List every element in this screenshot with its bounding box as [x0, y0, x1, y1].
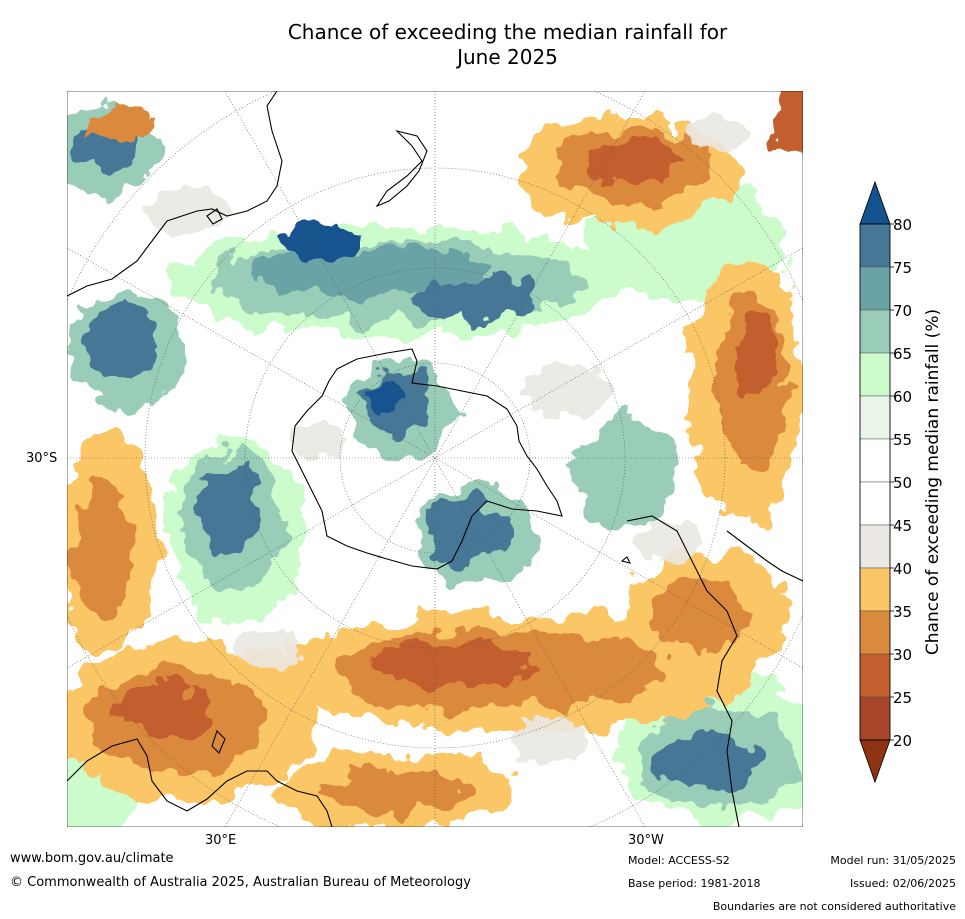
footer-disclaimer: Boundaries are not considered authoritat…: [712, 900, 956, 913]
new-zealand-coastline: [375, 129, 428, 208]
colorbar-swatches: [859, 180, 891, 784]
antarctica-coastline: [291, 348, 563, 570]
colorbar-label: Chance of exceeding median rainfall (%): [923, 309, 943, 655]
colorbar-extend-low: [859, 739, 891, 784]
coastlines: [67, 91, 803, 827]
south-america-coastline: [626, 515, 740, 827]
colorbar-tick-label: 40: [893, 560, 912, 578]
footer-copyright: © Commonwealth of Australia 2025, Austra…: [10, 875, 471, 890]
colorbar-tick-label: 80: [893, 216, 912, 234]
south-america-north-coastline: [726, 530, 803, 582]
colorbar-swatch-20_25: [859, 696, 891, 741]
colorbar-tick-label: 45: [893, 517, 912, 535]
colorbar-tick-label: 70: [893, 302, 912, 320]
footer-base-period: Base period: 1981-2018: [628, 877, 761, 890]
graticule: [67, 91, 803, 827]
title-line-1: Chance of exceeding the median rainfall …: [287, 20, 728, 44]
rainfall-probability-map: [67, 91, 803, 827]
colorbar-swatch-60_65: [859, 352, 891, 397]
south-georgia: [620, 556, 632, 564]
colorbar-swatch-25_30: [859, 653, 891, 698]
australia-coastline: [67, 91, 283, 297]
colorbar-tick-label: 50: [893, 474, 912, 492]
colorbar-tick-label: 65: [893, 345, 912, 363]
colorbar-swatch-35_40: [859, 567, 891, 612]
colorbar-tick-label: 55: [893, 431, 912, 449]
tasmania-coastline: [206, 208, 223, 225]
colorbar-swatch-70_75: [859, 266, 891, 311]
colorbar-ticks: 80 75 70 65 60 55 50 45 40 35 30 25 20: [890, 216, 912, 750]
colorbar-tick-label: 75: [893, 259, 912, 277]
colorbar-swatch-65_70: [859, 309, 891, 354]
madagascar-coastline: [211, 729, 226, 754]
colorbar-swatch-30_35: [859, 610, 891, 655]
colorbar-extend-high: [859, 180, 891, 225]
footer-model-run: Model run: 31/05/2025: [830, 854, 956, 867]
longitude-label-30e: 30°E: [205, 833, 237, 848]
dry-anomaly-regions: [67, 91, 803, 827]
longitude-label-30w: 30°W: [628, 833, 664, 848]
colorbar-swatch-55_60: [859, 395, 891, 440]
colorbar-swatch-45_50: [859, 481, 891, 526]
title-line-2: June 2025: [457, 45, 558, 69]
map-title: Chance of exceeding the median rainfall …: [0, 20, 965, 70]
colorbar-tick-label: 35: [893, 603, 912, 621]
colorbar-legend: 80 75 70 65 60 55 50 45 40 35 30 25 20 Chance of exc…: [859, 180, 943, 784]
colorbar-swatch-75_80: [859, 223, 891, 268]
colorbar-tick-label: 20: [893, 732, 912, 750]
footer-model: Model: ACCESS-S2: [628, 854, 730, 867]
footer-website: www.bom.gov.au/climate: [10, 851, 174, 866]
colorbar-swatch-50_55: [859, 438, 891, 483]
near-normal-regions: [147, 113, 747, 763]
colorbar-tick-label: 25: [893, 689, 912, 707]
footer-issued: Issued: 02/06/2025: [849, 877, 956, 890]
colorbar-tick-label: 60: [893, 388, 912, 406]
latitude-label-30s: 30°S: [26, 451, 58, 466]
colorbar-swatch-40_45: [859, 524, 891, 569]
colorbar-tick-label: 30: [893, 646, 912, 664]
africa-coastline: [67, 738, 333, 827]
